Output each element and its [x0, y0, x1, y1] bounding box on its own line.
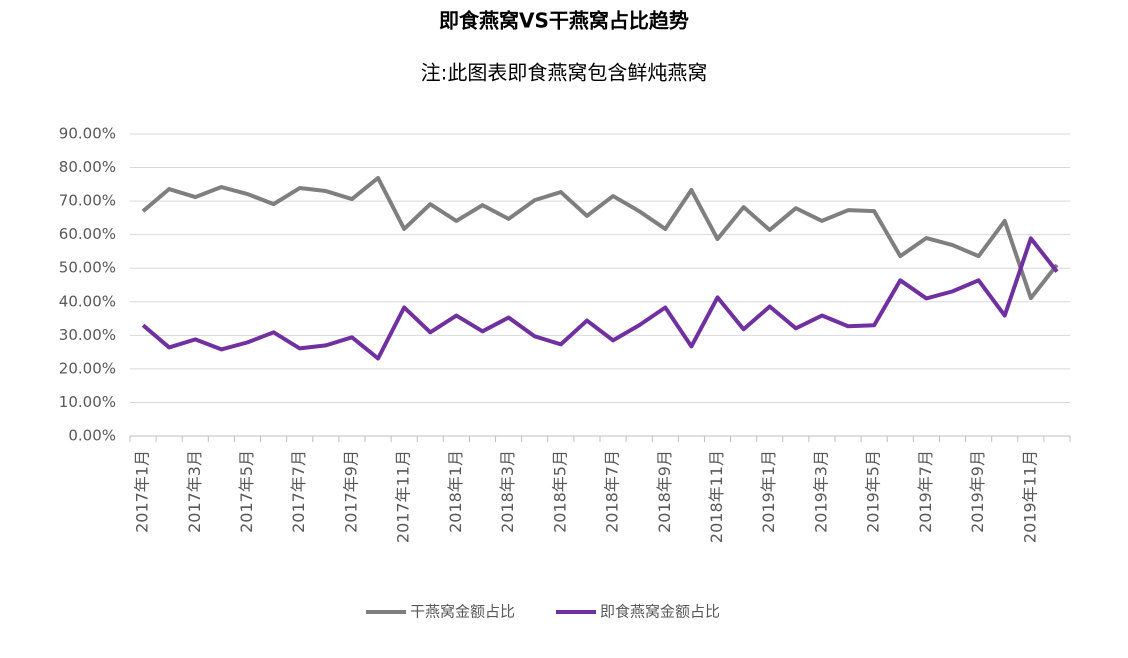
y-tick-label: 40.00%: [59, 292, 116, 310]
y-tick-label: 90.00%: [59, 125, 116, 143]
x-tick-label: 2017年9月: [341, 450, 360, 533]
y-tick-label: 80.00%: [59, 158, 116, 176]
chart-subtitle: 注:此图表即食燕窝包含鲜炖燕窝: [421, 61, 708, 85]
y-tick-label: 20.00%: [59, 359, 116, 377]
x-tick-label: 2018年11月: [707, 450, 726, 543]
x-tick-label: 2019年11月: [1020, 450, 1039, 543]
x-tick-label: 2019年5月: [864, 450, 883, 533]
x-tick-label: 2018年1月: [446, 450, 465, 533]
series-line: [141, 175, 1059, 301]
x-tick-label: 2018年3月: [498, 450, 517, 533]
y-tick-label: 50.00%: [59, 259, 116, 277]
legend-label: 即食燕窝金额占比: [600, 603, 720, 621]
y-tick-label: 70.00%: [59, 192, 116, 210]
series-line: [141, 236, 1059, 361]
x-tick-label: 2017年1月: [133, 450, 152, 533]
x-tick-label: 2019年9月: [968, 450, 987, 533]
x-tick-label: 2017年7月: [289, 450, 308, 533]
x-tick-label: 2018年9月: [655, 450, 674, 533]
x-tick-label: 2019年1月: [759, 450, 778, 533]
x-tick-label: 2019年7月: [916, 450, 935, 533]
y-tick-label: 60.00%: [59, 225, 116, 243]
y-tick-label: 30.00%: [59, 326, 116, 344]
chart-title: 即食燕窝VS干燕窝占比趋势: [439, 9, 689, 33]
legend-label: 干燕窝金额占比: [410, 603, 515, 621]
x-tick-label: 2018年5月: [550, 450, 569, 533]
x-tick-label: 2017年5月: [237, 450, 256, 533]
y-tick-label: 0.00%: [68, 427, 116, 445]
x-tick-label: 2019年3月: [811, 450, 830, 533]
y-tick-label: 10.00%: [59, 393, 116, 411]
x-tick-label: 2017年11月: [394, 450, 413, 543]
x-tick-label: 2018年7月: [603, 450, 622, 533]
x-tick-label: 2017年3月: [185, 450, 204, 533]
